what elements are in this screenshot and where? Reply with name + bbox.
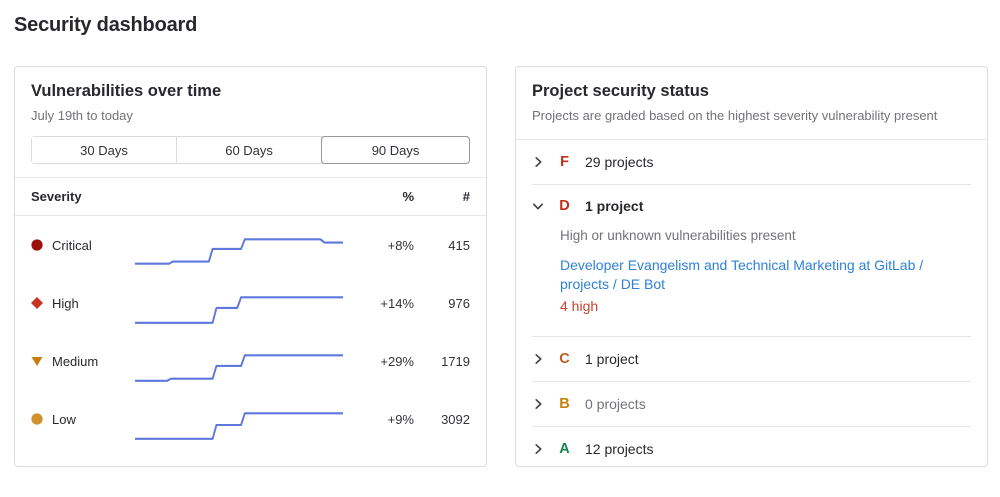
vuln-card-title: Vulnerabilities over time bbox=[31, 82, 222, 100]
critical-trend-sparkline bbox=[135, 238, 344, 265]
grade-group-b: B 0 projects bbox=[532, 381, 971, 426]
chevron-right-icon bbox=[535, 444, 542, 455]
grade-group-a-toggle[interactable]: A 12 projects bbox=[532, 427, 971, 466]
vuln-card-date-range: July 19th to today bbox=[31, 108, 133, 123]
project-count-label: 29 projects bbox=[585, 154, 654, 170]
chevron-right-icon bbox=[535, 157, 542, 167]
vulnerability-count: 3092 bbox=[441, 411, 470, 427]
project-count-label: 1 project bbox=[585, 198, 644, 214]
status-card-header: Project security status Projects are gra… bbox=[516, 67, 987, 140]
severity-high-icon bbox=[31, 297, 43, 309]
dashboard-cards: Vulnerabilities over time July 19th to t… bbox=[14, 66, 988, 467]
grade-letter: B bbox=[559, 396, 570, 413]
severity-low-icon bbox=[31, 413, 43, 425]
grade-group-f-toggle[interactable]: F 29 projects bbox=[532, 140, 971, 184]
grade-group-a: A 12 projects bbox=[532, 426, 971, 466]
grade-group-f: F 29 projects bbox=[532, 140, 971, 184]
grade-group-d-toggle[interactable]: D 1 project bbox=[532, 185, 971, 227]
project-count-label: 1 project bbox=[585, 351, 639, 368]
page-title: Security dashboard bbox=[14, 14, 198, 36]
grade-group-c-toggle[interactable]: C 1 project bbox=[532, 337, 971, 381]
vuln-card-header: Vulnerabilities over time July 19th to t… bbox=[15, 67, 486, 123]
status-card-subtitle: Projects are graded based on the highest… bbox=[532, 108, 938, 123]
vulnerability-count: 1719 bbox=[441, 353, 470, 369]
low-trend-sparkline bbox=[135, 412, 344, 440]
day-range-button-group: 30 Days 60 Days 90 Days bbox=[31, 136, 471, 164]
severity-critical-icon bbox=[31, 239, 43, 251]
project-security-status-card: Project security status Projects are gra… bbox=[515, 66, 988, 467]
vuln-table-header: Severity % # bbox=[15, 177, 486, 216]
project-link[interactable]: Developer Evangelism and Technical Marke… bbox=[560, 257, 924, 293]
range-button-30-days[interactable]: 30 Days bbox=[32, 137, 178, 163]
grade-list: F 29 projects D 1 project High or unknow… bbox=[516, 140, 987, 466]
grade-group-b-toggle[interactable]: B 0 projects bbox=[532, 382, 971, 426]
table-row-critical: Critical +8% 415 bbox=[15, 216, 486, 274]
range-button-60-days[interactable]: 60 Days bbox=[177, 137, 323, 163]
percent-change-value: +9% bbox=[387, 411, 414, 427]
table-row-medium: Medium +29% 1719 bbox=[15, 332, 486, 390]
chevron-right-icon bbox=[535, 399, 542, 410]
high-trend-sparkline bbox=[135, 296, 344, 324]
grade-letter: C bbox=[559, 351, 570, 368]
grade-letter: F bbox=[560, 154, 569, 170]
severity-label: Low bbox=[52, 411, 76, 427]
count-column-header: # bbox=[462, 189, 470, 204]
range-button-90-days[interactable]: 90 Days bbox=[321, 136, 471, 164]
project-count-label: 0 projects bbox=[585, 396, 646, 413]
vulnerability-count: 976 bbox=[448, 295, 470, 311]
severity-column-header: Severity bbox=[31, 189, 82, 204]
chevron-down-icon bbox=[533, 203, 543, 210]
grade-description: High or unknown vulnerabilities present bbox=[560, 228, 796, 243]
project-count-label: 12 projects bbox=[585, 441, 654, 458]
grade-letter: D bbox=[559, 198, 570, 214]
severity-label: Medium bbox=[52, 353, 99, 369]
vulnerability-count: 415 bbox=[448, 237, 470, 253]
chevron-right-icon bbox=[535, 354, 542, 365]
severity-label: Critical bbox=[52, 237, 92, 253]
severity-label: High bbox=[52, 295, 79, 311]
grade-group-d: D 1 project High or unknown vulnerabilit… bbox=[532, 184, 971, 336]
percent-change-value: +8% bbox=[387, 237, 414, 253]
percent-column-header: % bbox=[402, 189, 414, 204]
table-row-high: High +14% 976 bbox=[15, 274, 486, 332]
finding-count: 4 high bbox=[560, 298, 599, 315]
severity-medium-icon bbox=[31, 357, 43, 366]
grade-letter: A bbox=[559, 441, 570, 458]
status-card-title: Project security status bbox=[532, 82, 709, 100]
medium-trend-sparkline bbox=[135, 354, 344, 382]
grade-group-c: C 1 project bbox=[532, 336, 971, 381]
vulnerabilities-over-time-card: Vulnerabilities over time July 19th to t… bbox=[14, 66, 487, 467]
table-row-low: Low +9% 3092 bbox=[15, 390, 486, 448]
percent-change-value: +14% bbox=[380, 295, 414, 311]
percent-change-value: +29% bbox=[380, 353, 414, 369]
grade-group-d-details: High or unknown vulnerabilities present … bbox=[560, 228, 971, 336]
